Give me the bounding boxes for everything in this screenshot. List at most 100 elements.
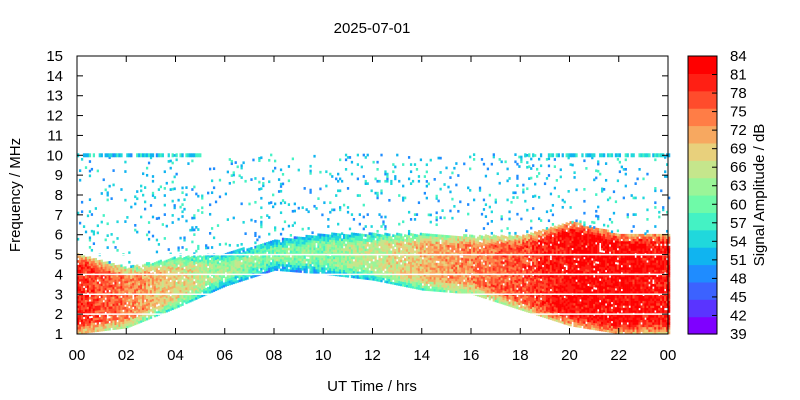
heatmap-cell (459, 236, 462, 239)
heatmap-cell (187, 286, 190, 289)
heatmap-cell (102, 214, 105, 217)
heatmap-cell (275, 246, 279, 250)
heatmap-cell (467, 262, 470, 266)
heatmap-cell (181, 296, 184, 299)
heatmap-cell (216, 277, 220, 281)
heatmap-cell (488, 240, 491, 244)
heatmap-cell (143, 316, 147, 319)
heatmap-cell (214, 271, 218, 275)
heatmap-cell (402, 281, 405, 285)
heatmap-cell (116, 324, 119, 328)
heatmap-cell (392, 234, 395, 237)
heatmap-cell (98, 328, 101, 332)
heatmap-cell (232, 216, 235, 220)
heatmap-cell (260, 246, 263, 249)
heatmap-cell (455, 278, 458, 282)
heatmap-cell (356, 268, 360, 272)
heatmap-cell (112, 183, 115, 187)
heatmap-cell (421, 278, 425, 282)
heatmap-cell (449, 268, 452, 272)
heatmap-cell (331, 249, 334, 252)
heatmap-cell (431, 260, 434, 263)
heatmap-cell (84, 280, 88, 284)
heatmap-cell (112, 298, 115, 302)
heatmap-cell (88, 256, 92, 260)
heatmap-cell (181, 276, 184, 280)
heatmap-cell (335, 177, 338, 181)
heatmap-cell (104, 325, 107, 329)
heatmap-cell (104, 294, 107, 298)
heatmap-cell (508, 258, 511, 262)
heatmap-cell (500, 296, 503, 300)
heatmap-cell (480, 268, 484, 272)
heatmap-cell (431, 233, 434, 237)
heatmap-cell (149, 266, 153, 269)
heatmap-cell (376, 179, 379, 183)
heatmap-cell (226, 276, 229, 279)
heatmap-cell (459, 200, 462, 204)
heatmap-cell (169, 258, 172, 261)
heatmap-cell (344, 234, 348, 237)
heatmap-cell (405, 275, 409, 278)
heatmap-cell (120, 188, 123, 191)
heatmap-cell (122, 297, 125, 301)
heatmap-cell (122, 285, 125, 289)
heatmap-cell (134, 303, 137, 307)
heatmap-cell (305, 208, 308, 211)
heatmap-cell (388, 257, 391, 261)
heatmap-cell (197, 281, 200, 285)
heatmap-cell (504, 271, 507, 275)
heatmap-cell (508, 263, 511, 267)
heatmap-cell (165, 295, 168, 299)
heatmap-cell (342, 236, 346, 239)
heatmap-cell (504, 281, 507, 284)
heatmap-cell (214, 288, 218, 292)
heatmap-cell (333, 254, 336, 257)
heatmap-cell (476, 239, 480, 242)
heatmap-cell (506, 274, 509, 278)
heatmap-cell (145, 233, 149, 237)
heatmap-cell (398, 278, 401, 282)
heatmap-cell (165, 309, 168, 313)
heatmap-cell (380, 274, 383, 278)
heatmap-cell (226, 261, 229, 265)
heatmap-cell (212, 277, 216, 280)
heatmap-cell (84, 302, 88, 305)
heatmap-cell (88, 198, 92, 202)
heatmap-cell (392, 250, 395, 254)
heatmap-cell (82, 326, 86, 329)
heatmap-cell (98, 262, 101, 265)
heatmap-cell (350, 172, 354, 176)
heatmap-cell (472, 242, 476, 246)
heatmap-cell (500, 301, 503, 305)
heatmap-cell (157, 265, 161, 268)
heatmap-cell (153, 307, 157, 311)
heatmap-cell (396, 239, 399, 243)
heatmap-cell (84, 275, 88, 279)
heatmap-cell (433, 178, 436, 181)
heatmap-cell (390, 245, 393, 249)
heatmap-cell (461, 281, 464, 285)
heatmap-cell (455, 269, 458, 272)
heatmap-cell (492, 270, 495, 273)
heatmap-cell (386, 278, 389, 282)
heatmap-cell (392, 246, 395, 249)
heatmap-cell (98, 264, 101, 268)
heatmap-cell (88, 169, 92, 173)
heatmap-cell (421, 261, 425, 265)
heatmap-cell (187, 291, 190, 294)
heatmap-cell (348, 263, 352, 266)
heatmap-cell (171, 269, 174, 272)
heatmap-cell (250, 254, 253, 257)
heatmap-cell (492, 256, 495, 259)
heatmap-cell (86, 330, 90, 334)
heatmap-cell (331, 265, 334, 269)
heatmap-cell (439, 258, 442, 262)
heatmap-cell (427, 233, 430, 237)
heatmap-cell (388, 278, 391, 282)
heatmap-cell (86, 316, 90, 319)
heatmap-cell (78, 305, 82, 308)
heatmap-cell (467, 289, 470, 292)
heatmap-cell (354, 268, 358, 272)
heatmap-cell (362, 260, 365, 263)
